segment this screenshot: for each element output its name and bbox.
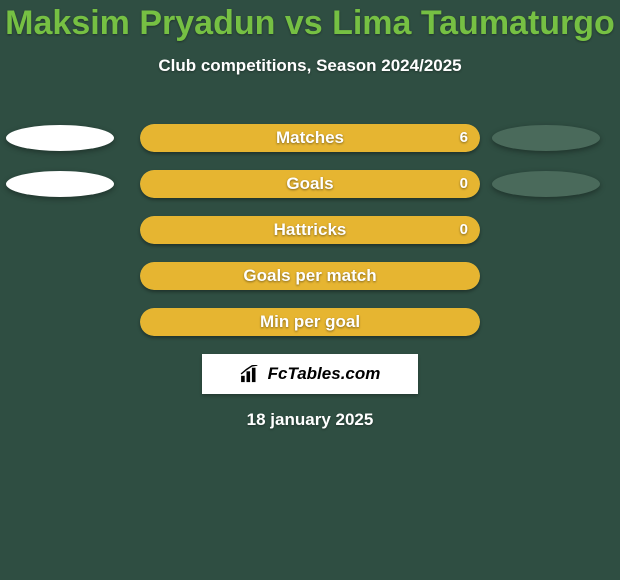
- stat-row: Matches6: [0, 124, 620, 154]
- stat-bar: Goals per match: [140, 262, 480, 290]
- page-subtitle: Club competitions, Season 2024/2025: [0, 42, 620, 76]
- source-badge-text: FcTables.com: [268, 364, 381, 384]
- left-player-marker: [6, 125, 114, 151]
- stat-row: Hattricks0: [0, 216, 620, 246]
- stat-value-right: 6: [460, 124, 468, 152]
- right-player-marker: [492, 171, 600, 197]
- page-title: Maksim Pryadun vs Lima Taumaturgo: [0, 0, 620, 42]
- stat-row: Goals per match: [0, 262, 620, 292]
- stat-value-right: 0: [460, 170, 468, 198]
- stat-label: Matches: [140, 124, 480, 152]
- stat-bar: Matches6: [140, 124, 480, 152]
- stat-value-right: 0: [460, 216, 468, 244]
- source-badge: FcTables.com: [202, 354, 418, 394]
- right-player-marker: [492, 125, 600, 151]
- stat-bar: Hattricks0: [140, 216, 480, 244]
- stat-bar: Min per goal: [140, 308, 480, 336]
- bar-chart-icon: [240, 365, 262, 383]
- left-player-marker: [6, 171, 114, 197]
- stat-label: Min per goal: [140, 308, 480, 336]
- stat-row: Min per goal: [0, 308, 620, 338]
- page-root: Maksim Pryadun vs Lima Taumaturgo Club c…: [0, 0, 620, 580]
- date-label: 18 january 2025: [0, 410, 620, 430]
- stat-row: Goals0: [0, 170, 620, 200]
- stat-label: Goals per match: [140, 262, 480, 290]
- stat-label: Hattricks: [140, 216, 480, 244]
- stat-bar: Goals0: [140, 170, 480, 198]
- stat-label: Goals: [140, 170, 480, 198]
